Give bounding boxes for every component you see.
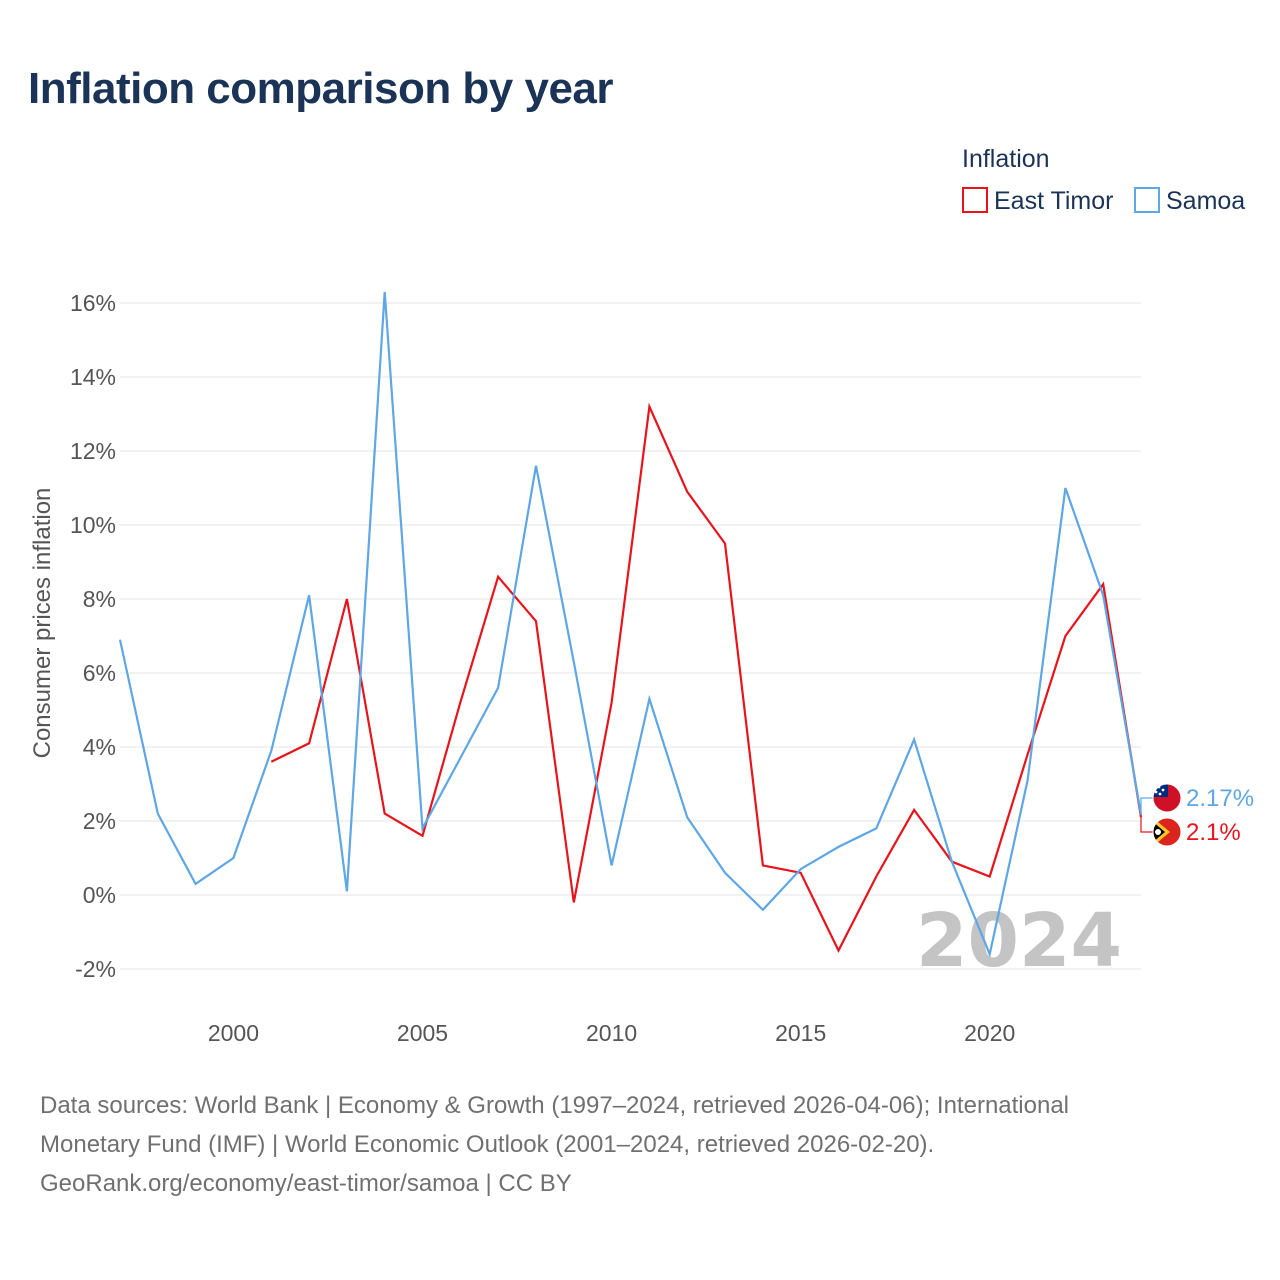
- year-watermark: 2024: [916, 898, 1122, 984]
- y-tick-label: 2%: [83, 808, 116, 834]
- flag-icon-east-timor: [1152, 817, 1182, 847]
- y-tick-label: 0%: [83, 882, 116, 908]
- legend: Inflation East Timor Samoa: [962, 145, 1245, 215]
- end-markers: 2.1% 2.17%: [1140, 783, 1254, 847]
- end-connector-samoa: [1140, 797, 1153, 815]
- y-tick-label: 12%: [70, 438, 116, 464]
- legend-swatch-east-timor[interactable]: [962, 187, 988, 213]
- flag-icon-samoa: [1152, 783, 1182, 813]
- x-tick-label: 2005: [397, 1020, 448, 1046]
- series-lines: [118, 291, 1143, 958]
- legend-label-east-timor[interactable]: East Timor: [994, 187, 1113, 215]
- y-tick-label: 8%: [83, 586, 116, 612]
- footer-sources-line-2: Monetary Fund (IMF) | World Economic Out…: [40, 1131, 935, 1158]
- x-tick-label: 2000: [208, 1020, 259, 1046]
- series-line-samoa[interactable]: [118, 291, 1143, 958]
- x-tick-label: 2020: [964, 1020, 1015, 1046]
- footer-sources-line-1: Data sources: World Bank | Economy & Gro…: [40, 1092, 1070, 1119]
- footer: Data sources: World Bank | Economy & Gro…: [40, 1086, 1240, 1203]
- y-tick-label: 16%: [70, 290, 116, 316]
- x-tick-label: 2015: [775, 1020, 826, 1046]
- y-axis-label: Consumer prices inflation: [29, 488, 56, 759]
- end-value-label-east-timor: 2.1%: [1186, 819, 1241, 846]
- gridlines: [120, 302, 1141, 970]
- x-axis-ticks: 2000 2005 2010 2015 2020: [208, 1020, 1015, 1046]
- legend-title: Inflation: [962, 145, 1050, 173]
- y-tick-label: 6%: [83, 660, 116, 686]
- footer-attribution: GeoRank.org/economy/east-timor/samoa | C…: [40, 1170, 572, 1197]
- x-tick-label: 2010: [586, 1020, 637, 1046]
- end-connector-east-timor: [1140, 817, 1153, 833]
- y-tick-label: -2%: [75, 956, 116, 982]
- legend-swatch-samoa[interactable]: [1134, 187, 1160, 213]
- y-tick-label: 14%: [70, 364, 116, 390]
- page-title: Inflation comparison by year: [28, 64, 614, 113]
- y-tick-label: 10%: [70, 512, 116, 538]
- y-tick-label: 4%: [83, 734, 116, 760]
- y-axis-ticks: -2% 0% 2% 4% 6% 8% 10% 12% 14% 16%: [70, 290, 116, 982]
- legend-label-samoa[interactable]: Samoa: [1166, 187, 1245, 215]
- end-value-label-samoa: 2.17%: [1186, 785, 1254, 812]
- series-line-east-timor[interactable]: [270, 402, 1143, 953]
